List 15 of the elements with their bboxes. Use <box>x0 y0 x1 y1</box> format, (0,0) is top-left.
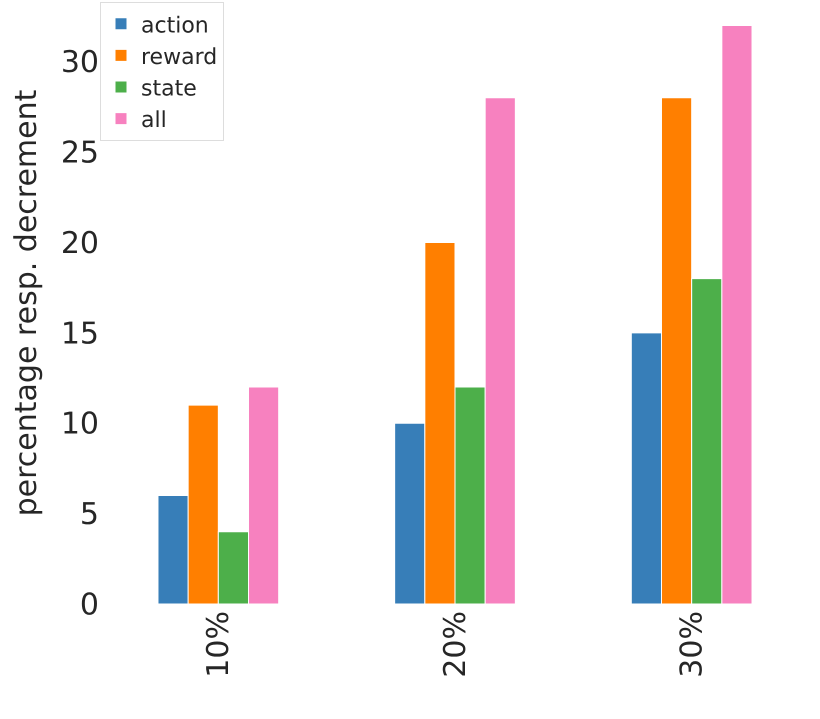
legend-label: state <box>141 76 197 102</box>
x-tick-label: 20% <box>438 611 473 678</box>
y-tick-label: 25 <box>60 136 99 171</box>
y-axis-title: percentage resp. decrement <box>8 89 44 516</box>
y-tick-label: 30 <box>60 45 99 80</box>
legend-label: all <box>141 108 167 134</box>
y-tick-label: 5 <box>80 497 99 532</box>
y-tick-label: 10 <box>60 406 99 442</box>
x-tick-label: 30% <box>674 611 710 678</box>
y-tick-label: 20 <box>60 226 99 261</box>
y-tick-label: 15 <box>60 316 99 352</box>
legend-label: action <box>141 13 209 38</box>
legend-label: reward <box>141 44 218 70</box>
y-tick-label: 0 <box>80 588 99 622</box>
x-tick-label: 10% <box>201 611 236 678</box>
